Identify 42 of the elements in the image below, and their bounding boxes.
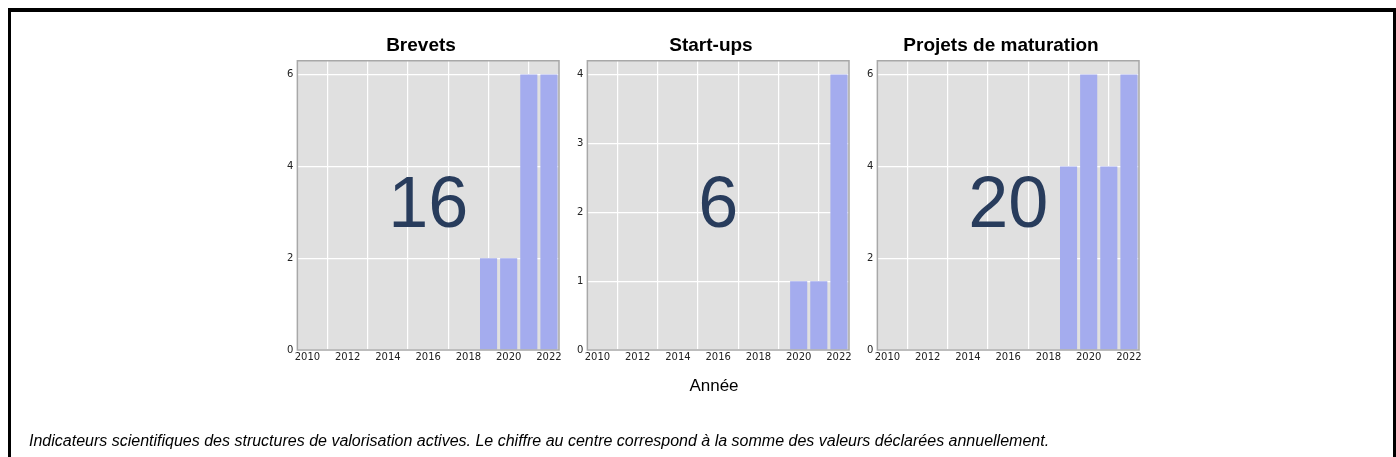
x-tick-label: 2018: [1035, 350, 1062, 362]
chart-title: Start-ups: [669, 33, 753, 55]
y-tick-label: 2: [866, 251, 874, 263]
y-tick-label: 6: [866, 68, 874, 80]
y-tick-label: 2: [286, 251, 294, 263]
text: Indicateurs scientifiques des structures de valorisation actives. Le chiffre au centre correspond à la somme des valeurs déclarées annuellement.: [29, 432, 1050, 449]
y-tick-label: 0: [286, 343, 294, 355]
y-tick-label: 6: [286, 68, 294, 80]
x-tick-label: 2018: [745, 350, 772, 362]
y-tick-label: 1: [576, 274, 584, 286]
x-tick-label: 2010: [294, 350, 321, 362]
x-tick-label: 2022: [1116, 350, 1142, 362]
x-tick-label: 2022: [826, 350, 852, 362]
x-tick-label: 2016: [995, 350, 1021, 362]
x-tick-label: 2012: [334, 350, 361, 362]
x-tick-label: 2014: [375, 350, 401, 362]
chart-title: Brevets: [386, 33, 456, 55]
y-tick-label: 2: [576, 205, 584, 217]
annotation: 6: [698, 162, 739, 243]
x-tick-label: 2012: [624, 350, 651, 362]
x-tick-label: 2012: [914, 350, 941, 362]
annotation: 16: [388, 162, 469, 243]
x-tick-label: 2018: [455, 350, 482, 362]
x-tick-label: 2016: [705, 350, 731, 362]
x-tick-label: 2020: [785, 350, 812, 362]
x-tick-label: 2020: [1075, 350, 1102, 362]
y-tick-label: 3: [576, 137, 584, 149]
y-tick-label: 4: [866, 159, 874, 171]
x-tick-label: 2010: [584, 350, 611, 362]
x-tick-label: 2020: [495, 350, 522, 362]
x-tick-label: 2022: [536, 350, 562, 362]
y-tick-label: 0: [576, 343, 584, 355]
y-tick-label: 4: [286, 159, 294, 171]
chart-title: Projets de maturation: [903, 33, 1099, 55]
x-tick-label: 2014: [665, 350, 691, 362]
y-tick-label: 4: [576, 68, 584, 80]
x-axis-title: Année: [689, 375, 739, 397]
x-tick-label: 2016: [415, 350, 441, 362]
x-tick-label: 2010: [874, 350, 901, 362]
annotation: 20: [968, 162, 1049, 243]
x-tick-label: 2014: [955, 350, 981, 362]
y-tick-label: 0: [866, 343, 874, 355]
